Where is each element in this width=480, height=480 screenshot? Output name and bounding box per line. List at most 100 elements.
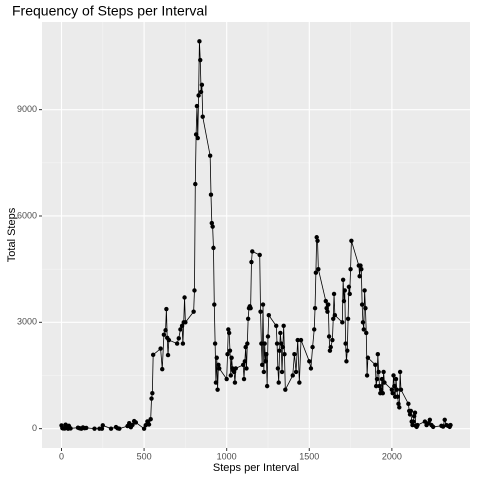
point [393,376,399,382]
point [379,376,385,382]
point [164,306,169,312]
point [211,245,216,251]
point [108,426,114,431]
point [412,410,418,415]
point [258,309,263,314]
point [165,352,171,358]
point [345,348,350,353]
point [340,277,346,282]
point [312,305,318,311]
point [141,426,147,431]
point [259,362,265,368]
point [406,401,411,407]
point [324,305,329,311]
point [158,346,163,351]
x-tick-label: 1500 [299,451,319,461]
point [390,391,395,396]
point [440,424,446,429]
point [375,352,381,357]
point [282,352,287,357]
point [323,298,328,304]
point [277,348,282,353]
point [257,252,262,258]
point [340,320,345,325]
point [193,132,199,137]
point [313,270,319,275]
point [347,291,352,297]
point [362,288,367,293]
point [274,323,279,329]
point [210,224,215,229]
point [349,238,354,243]
point [345,316,351,321]
point [290,373,295,378]
point [215,387,220,392]
point [199,82,205,88]
point [275,366,281,371]
point [364,373,370,378]
point [264,383,270,389]
point [448,422,453,428]
point [214,355,219,360]
point [312,327,317,332]
point [430,424,436,430]
point [183,320,188,325]
point [174,341,180,346]
point [194,103,200,109]
point [359,302,365,307]
point [143,422,148,428]
point [163,328,168,333]
point [148,416,153,422]
y-tick-label: 9000 [17,104,37,114]
point [216,362,221,368]
point [84,425,89,431]
point [242,359,248,364]
point [149,396,154,401]
point [182,295,187,300]
point [397,369,403,375]
point [225,352,230,357]
point [224,376,229,382]
point [261,369,267,375]
point [422,419,428,424]
point [150,352,156,358]
point [99,426,105,431]
x-tick-label: 1000 [217,451,237,461]
point [283,387,288,392]
point [396,401,401,407]
point [248,305,253,311]
point [130,422,135,428]
point [327,348,333,353]
point [274,341,280,346]
point [229,355,234,360]
point [232,380,238,385]
point [213,380,219,385]
point [310,344,315,350]
point [243,344,248,350]
point [297,380,302,385]
point [245,341,250,346]
point [346,284,352,290]
point [100,423,105,428]
point [360,320,366,325]
point [298,337,304,343]
point [198,57,203,63]
point [394,387,400,392]
point [348,266,353,272]
point [180,341,186,346]
point [281,323,286,329]
y-tick-label: 0 [32,423,37,433]
point [374,376,380,382]
point [278,341,284,346]
point [389,387,395,392]
point [331,316,336,321]
point [191,309,196,314]
point [227,348,233,353]
x-axis-label: Steps per Interval [213,462,299,474]
point [411,419,416,424]
point [200,114,205,119]
point [196,93,201,98]
point [264,352,269,357]
point [259,341,264,346]
